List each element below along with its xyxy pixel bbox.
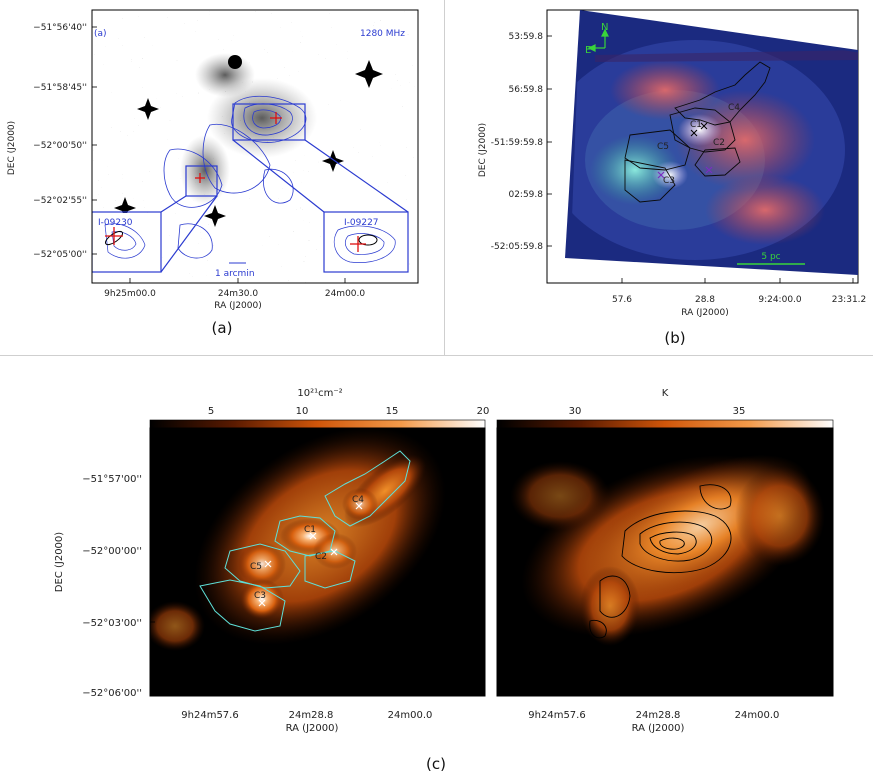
panel-b: N E 5 pc C4 C1 C5 C2 C3 53:59.8 56:59.8 …: [478, 9, 867, 347]
clump-label-c5: C5: [250, 562, 262, 572]
compass-north: N: [601, 22, 608, 33]
x-axis-label: RA (J2000): [286, 723, 339, 734]
clump-label-c2: C2: [713, 138, 725, 148]
ra-tick: 24m28.8: [289, 710, 334, 721]
panel-a-caption: (a): [212, 319, 233, 337]
colorbar-left-tick: 10: [296, 406, 309, 417]
x-axis-label: RA (J2000): [214, 301, 262, 311]
dec-tick: 56:59.8: [508, 85, 543, 95]
colorbar-left-tick: 5: [208, 406, 214, 417]
dec-tick: -51:59:59.8: [491, 138, 544, 148]
colorbar-left-unit: 10²¹cm⁻²: [297, 388, 342, 399]
x-axis-label: RA (J2000): [632, 723, 685, 734]
dec-tick: −52°02'55'': [33, 196, 87, 206]
zoom-box-small: [185, 165, 218, 197]
panel-a-corner-tag: (a): [94, 29, 107, 39]
ra-tick: 9:24:00.0: [758, 295, 802, 305]
ra-tick: 23:31.2: [832, 295, 867, 305]
colorbar-right-unit: K: [662, 388, 669, 399]
dec-tick: -52:05:59.8: [491, 242, 544, 252]
dec-tick: −52°00'00'': [82, 546, 142, 557]
scalebar-label: 5 pc: [761, 252, 780, 262]
clump-label-c4: C4: [352, 495, 364, 505]
colorbar-right-tick: 35: [733, 406, 746, 417]
inset-right-label: I-09227: [344, 218, 379, 228]
ra-tick: 9h25m00.0: [104, 289, 156, 299]
panel-a-frequency: 1280 MHz: [360, 29, 405, 39]
y-axis-label: DEC (J2000): [478, 123, 488, 177]
ra-tick: 9h24m57.6: [181, 710, 238, 721]
ra-tick: 9h24m57.6: [528, 710, 585, 721]
y-axis-label: DEC (J2000): [54, 532, 65, 592]
ra-tick: 24m30.0: [218, 289, 259, 299]
x-axis-label: RA (J2000): [681, 308, 729, 318]
ra-tick: 28.8: [695, 295, 715, 305]
colorbar-left-tick: 20: [477, 406, 490, 417]
y-axis-label: DEC (J2000): [7, 121, 17, 175]
colorbar-right-tick: 30: [569, 406, 582, 417]
panel-c: 10²¹cm⁻² 5 10 15 20 C4 C1 C2 C5 C3: [54, 388, 834, 773]
colorbar-left: [150, 420, 485, 428]
dec-tick: −52°06'00'': [82, 688, 142, 699]
panel-a: (a) 1280 MHz −51°56'40'' −51°58'45'' −52…: [7, 9, 419, 337]
clump-label-c1: C1: [690, 120, 702, 130]
scalebar-label: 1 arcmin: [215, 269, 255, 279]
dec-tick: −51°58'45'': [33, 83, 87, 93]
clump-label-c3: C3: [663, 176, 675, 186]
panel-divider-horizontal: [0, 355, 873, 356]
panel-b-caption: (b): [664, 329, 685, 347]
ra-tick: 24m00.0: [735, 710, 780, 721]
colorbar-right: [497, 420, 833, 428]
clump-label-c2: C2: [315, 552, 327, 562]
dec-tick: 02:59.8: [508, 190, 543, 200]
clump-label-c5: C5: [657, 142, 669, 152]
inset-left-box: [92, 211, 162, 273]
colorbar-left-tick: 15: [386, 406, 399, 417]
ra-tick: 24m00.0: [325, 289, 366, 299]
panel-divider-vertical: [444, 0, 445, 355]
dec-tick: −52°05'00'': [33, 250, 87, 260]
dec-tick: 53:59.8: [508, 32, 543, 42]
clump-label-c1: C1: [304, 525, 316, 535]
compass-east: E: [585, 45, 591, 56]
dec-tick: −52°03'00'': [82, 618, 142, 629]
dec-tick: −52°00'50'': [33, 141, 87, 151]
inset-left-label: I-09230: [98, 218, 133, 228]
ra-tick: 57.6: [612, 295, 632, 305]
ra-tick: 24m00.0: [388, 710, 433, 721]
ra-tick: 24m28.8: [636, 710, 681, 721]
zoom-box-main: [232, 103, 306, 141]
clump-label-c4: C4: [728, 103, 740, 113]
panel-c-caption: (c): [426, 755, 446, 773]
inset-right-box: [323, 211, 409, 273]
dec-tick: −51°56'40'': [33, 23, 87, 33]
dec-tick: −51°57'00'': [82, 474, 142, 485]
clump-label-c3: C3: [254, 591, 266, 601]
